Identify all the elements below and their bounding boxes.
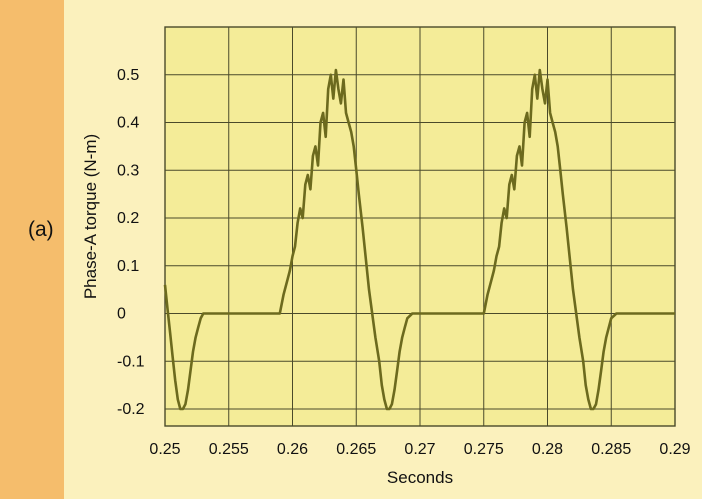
x-tick-label: 0.28 — [532, 441, 563, 458]
y-tick-label: 0.1 — [117, 258, 139, 275]
x-tick-labels: 0.25 0.255 0.26 0.265 0.27 0.275 0.28 0.285 0.29 — [149, 441, 690, 458]
x-tick-label: 0.255 — [209, 441, 249, 458]
y-tick-label: 0.3 — [117, 162, 139, 179]
y-tick-label: 0.5 — [117, 67, 139, 84]
y-tick-label: 0 — [117, 306, 126, 323]
x-tick-label: 0.29 — [659, 441, 690, 458]
y-axis-label: Phase-A torque (N-m) — [81, 134, 100, 299]
x-axis-label: Seconds — [387, 468, 453, 487]
y-tick-label: -0.1 — [117, 353, 145, 370]
y-tick-label: 0.4 — [117, 115, 139, 132]
panel-label: (a) — [28, 218, 54, 241]
side-color-strip — [0, 0, 64, 499]
torque-series-line — [163, 68, 675, 411]
x-tick-label: 0.26 — [277, 441, 308, 458]
y-tick-labels: 0.5 0.4 0.3 0.2 0.1 0 -0.1 -0.2 — [117, 67, 145, 418]
x-tick-label: 0.275 — [464, 441, 504, 458]
grid-lines — [164, 27, 676, 426]
x-tick-label: 0.265 — [336, 441, 376, 458]
x-tick-label: 0.25 — [149, 441, 180, 458]
x-tick-label: 0.285 — [591, 441, 631, 458]
x-tick-label: 0.27 — [404, 441, 435, 458]
y-tick-label: 0.2 — [117, 210, 139, 227]
y-tick-label: -0.2 — [117, 401, 145, 418]
